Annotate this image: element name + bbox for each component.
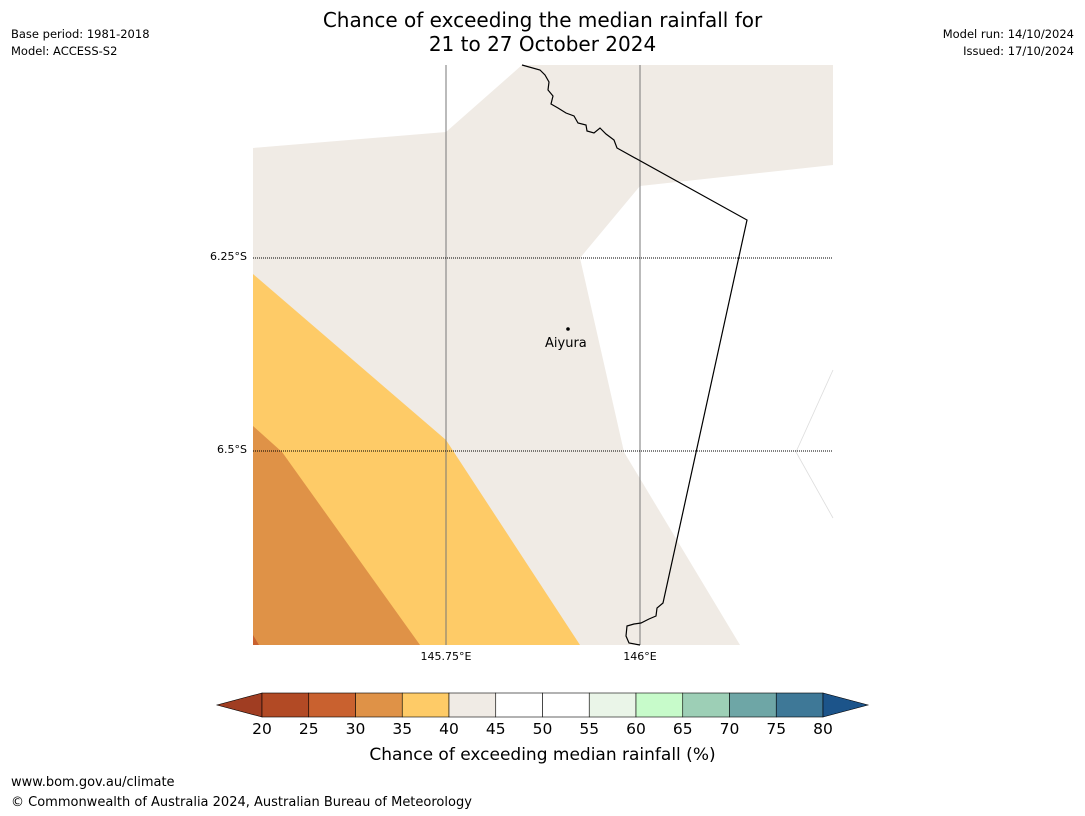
colorbar-tick-label: 80: [813, 720, 833, 738]
lat-label-6-5: 6.5°S: [217, 443, 247, 456]
colorbar-tick-label: 45: [485, 720, 506, 738]
meta-right: Model run: 14/10/2024 Issued: 17/10/2024: [943, 26, 1074, 60]
colorbar-tick-label: 70: [719, 720, 740, 738]
colorbar-segment: [308, 692, 356, 718]
model-run: Model run: 14/10/2024: [942, 27, 1074, 41]
colorbar-extend-high: [822, 692, 870, 718]
colorbar-tick-label: 30: [345, 720, 366, 738]
colorbar-segment: [542, 692, 590, 718]
contour-line: [795, 369, 834, 519]
colorbar-segment: [495, 692, 543, 718]
colorbar-segment: [448, 692, 497, 718]
colorbar-segment: [261, 692, 310, 718]
town-marker: [566, 327, 570, 331]
footer-url: www.bom.gov.au/climate: [11, 775, 175, 790]
colorbar-tick-label: 75: [766, 720, 787, 738]
colorbar-tick-label: 20: [252, 720, 272, 738]
colorbar-tick-label: 35: [392, 720, 413, 738]
colorbar-segment: [775, 692, 824, 718]
lon-label-146: 146°E: [623, 650, 657, 663]
colorbar-extend-low: [215, 692, 263, 718]
lat-label-6-25: 6.25°S: [210, 250, 247, 263]
meta-left: Base period: 1981-2018 Model: ACCESS-S2: [11, 26, 150, 60]
colorbar-segment: [635, 692, 684, 718]
rainfall-map: [253, 64, 834, 646]
colorbar-tick-label: 55: [579, 720, 600, 738]
base-period: Base period: 1981-2018: [11, 27, 150, 41]
colorbar-tick-label: 50: [532, 720, 553, 738]
colorbar-tick-label: 25: [298, 720, 319, 738]
colorbar-segment: [729, 692, 777, 718]
colorbar: [215, 692, 870, 718]
region-25-30: [253, 635, 259, 645]
title-line-2: 21 to 27 October 2024: [428, 32, 657, 56]
region-30-35: [253, 426, 420, 645]
colorbar-segment: [401, 692, 450, 718]
colorbar-segment: [588, 692, 637, 718]
colorbar-tick-label: 60: [626, 720, 646, 738]
town-label: Aiyura: [545, 336, 587, 351]
colorbar-tick-label: 65: [672, 720, 693, 738]
issued-date: Issued: 17/10/2024: [963, 44, 1074, 58]
footer-copyright: © Commonwealth of Australia 2024, Austra…: [11, 795, 472, 810]
province-border: [521, 64, 748, 646]
map-title: Chance of exceeding the median rainfall …: [0, 8, 1085, 56]
title-line-1: Chance of exceeding the median rainfall …: [322, 8, 763, 32]
colorbar-segment: [682, 692, 730, 718]
model-name: Model: ACCESS-S2: [11, 44, 118, 58]
colorbar-label: Chance of exceeding median rainfall (%): [369, 745, 716, 765]
colorbar-tick-label: 40: [439, 720, 459, 738]
colorbar-segment: [355, 692, 403, 718]
lon-label-145-75: 145.75°E: [420, 650, 472, 663]
